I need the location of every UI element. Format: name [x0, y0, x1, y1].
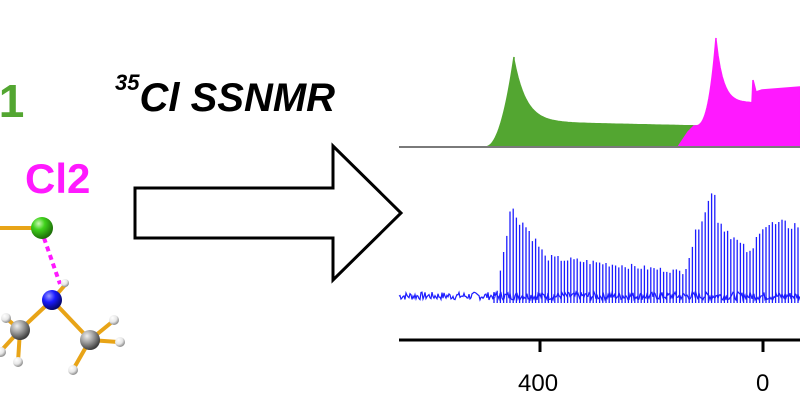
page-title: 35Cl SSNMR [115, 72, 336, 120]
hydrogen-atom [13, 357, 23, 367]
simulated-spectra [399, 37, 800, 148]
hydrogen-atom [68, 365, 78, 375]
tick-label-0: 0 [756, 370, 770, 397]
cl2-label: Cl2 [25, 155, 91, 202]
hydrogen-bond-line [42, 237, 62, 285]
title-text: Cl SSNMR [139, 76, 336, 120]
hydrogen-atom [115, 337, 125, 347]
molecule-icon [0, 217, 125, 375]
hydrogen-atom [1, 313, 11, 323]
nitrogen-atom [42, 290, 62, 310]
hydrogen-atom-nh [61, 279, 69, 287]
cl2-simulated-peak [672, 37, 800, 148]
tick-label-400: 400 [518, 370, 559, 397]
chlorine-atom [31, 217, 53, 239]
experimental-spectrum [398, 193, 800, 303]
right-arrow-outline-icon [133, 142, 404, 284]
cl1-label: l1 [0, 75, 25, 127]
cl1-simulated-peak [399, 56, 701, 148]
hydrogen-atom [109, 315, 119, 325]
ppm-axis [399, 338, 800, 352]
carbon-atom-1 [10, 320, 30, 340]
isotope-superscript: 35 [115, 70, 140, 95]
hydrogen-atom [0, 347, 6, 357]
carbon-atom-2 [80, 330, 100, 350]
